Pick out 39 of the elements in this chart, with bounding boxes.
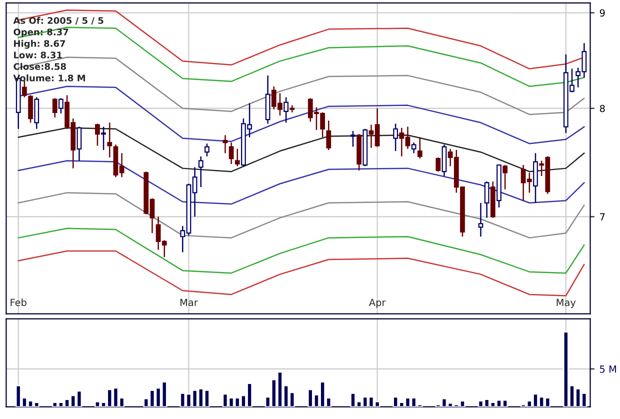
line-series — [18, 250, 585, 296]
x-tick-label: Mar — [180, 298, 198, 306]
candlestick — [411, 142, 416, 154]
candlestick — [436, 156, 441, 172]
candlestick — [478, 202, 484, 238]
candlestick — [101, 126, 106, 151]
annotation: High: 8.67 — [14, 40, 66, 49]
candlestick — [484, 180, 490, 218]
candlestick — [284, 96, 288, 124]
candlestick — [95, 123, 100, 146]
candlestick — [204, 142, 210, 158]
annotation: Low: 8.31 — [14, 52, 62, 58]
candlestick — [326, 120, 332, 151]
line-series — [18, 192, 585, 238]
candlestick — [502, 164, 508, 190]
candlestick — [417, 136, 422, 160]
candlestick — [34, 96, 40, 130]
line-series — [18, 127, 585, 172]
candlestick — [350, 130, 356, 148]
annotation: Open: 8.37 — [14, 28, 68, 38]
candlestick — [76, 126, 82, 162]
line-series — [18, 228, 585, 274]
y-tick-label: 9 — [600, 9, 605, 17]
candlestick — [52, 98, 58, 118]
candlestick — [393, 123, 398, 152]
y-tick-label: 8 — [600, 104, 605, 112]
x-tick-label: Feb — [10, 298, 26, 306]
candlestick — [198, 156, 204, 188]
y-tick-label: 7 — [600, 213, 605, 220]
candlestick — [222, 134, 228, 154]
candlestick — [228, 142, 234, 165]
y-tick-label: 5 M — [600, 366, 616, 373]
line-series — [18, 160, 585, 205]
candlestick — [58, 98, 64, 114]
candlestick — [234, 148, 240, 167]
x-tick-label: May — [556, 298, 576, 308]
annotation: As Of: 2005 / 5 / 5 — [13, 16, 104, 25]
x-tick-label: Apr — [368, 298, 386, 308]
annotation: Close:8.58 — [14, 62, 66, 70]
